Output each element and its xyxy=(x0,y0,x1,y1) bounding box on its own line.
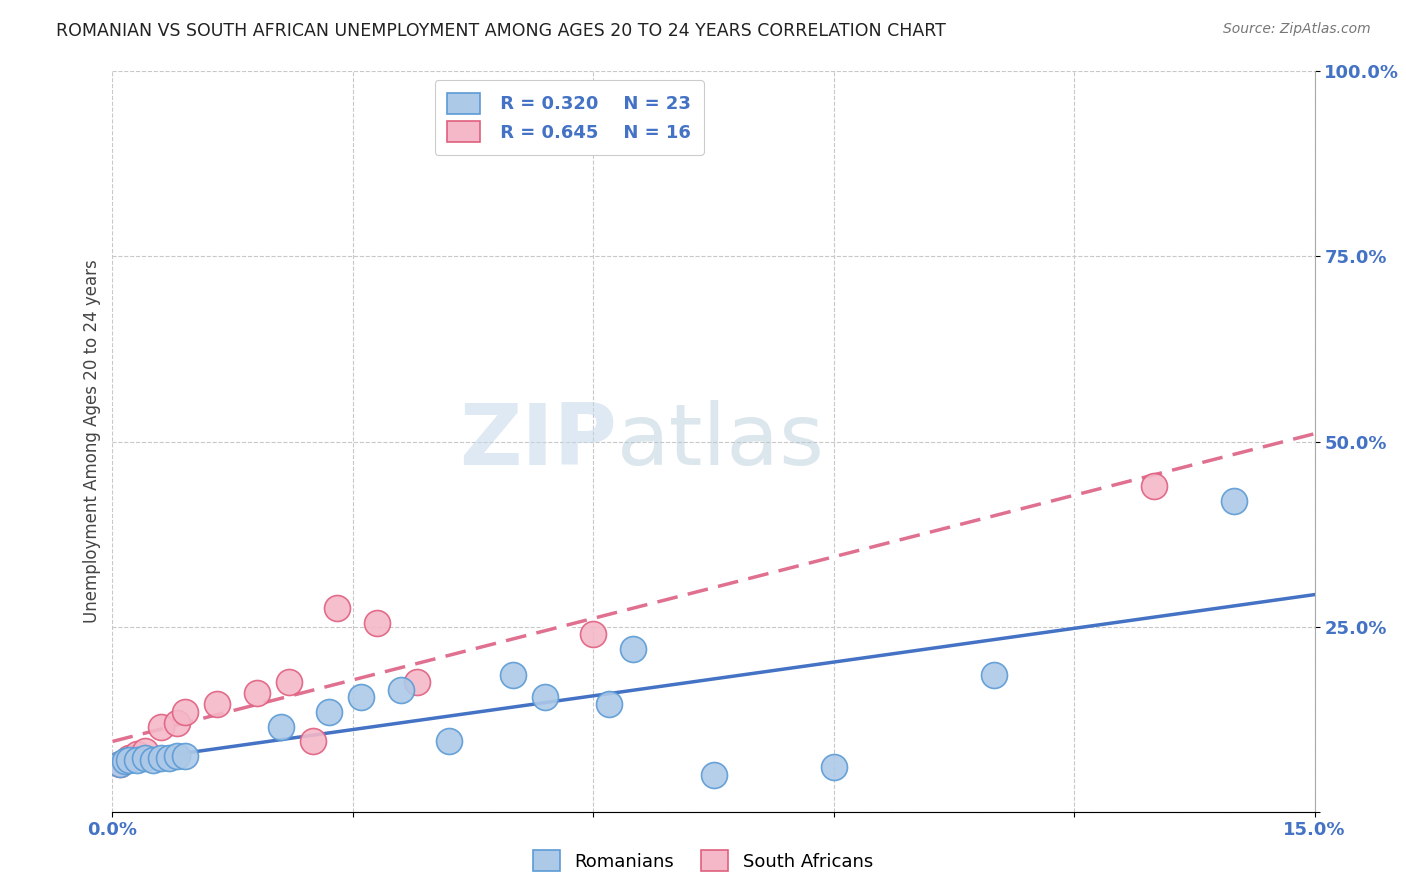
Point xyxy=(114,755,136,769)
Point xyxy=(350,690,373,704)
Point xyxy=(582,627,605,641)
Point xyxy=(270,720,292,734)
Point xyxy=(702,767,725,781)
Point xyxy=(125,747,148,761)
Point xyxy=(983,667,1005,681)
Point xyxy=(302,734,325,748)
Text: atlas: atlas xyxy=(617,400,825,483)
Point xyxy=(166,749,188,764)
Point xyxy=(621,641,644,656)
Point xyxy=(110,756,132,771)
Point xyxy=(173,705,195,719)
Point xyxy=(246,686,269,700)
Point xyxy=(437,734,460,748)
Point xyxy=(149,720,172,734)
Point xyxy=(117,753,139,767)
Point xyxy=(134,751,156,765)
Point xyxy=(277,675,299,690)
Point xyxy=(125,753,148,767)
Point xyxy=(366,615,388,630)
Point xyxy=(326,601,349,615)
Point xyxy=(598,698,620,712)
Point xyxy=(534,690,557,704)
Text: ZIP: ZIP xyxy=(460,400,617,483)
Point xyxy=(157,750,180,764)
Legend:  R = 0.320    N = 23,  R = 0.645    N = 16: R = 0.320 N = 23, R = 0.645 N = 16 xyxy=(434,80,704,154)
Point xyxy=(318,705,340,719)
Y-axis label: Unemployment Among Ages 20 to 24 years: Unemployment Among Ages 20 to 24 years xyxy=(83,260,101,624)
Point xyxy=(406,675,429,690)
Point xyxy=(389,682,412,697)
Point xyxy=(149,751,172,765)
Point xyxy=(166,715,188,730)
Legend: Romanians, South Africans: Romanians, South Africans xyxy=(526,843,880,879)
Point xyxy=(1223,493,1246,508)
Point xyxy=(205,698,228,712)
Text: Source: ZipAtlas.com: Source: ZipAtlas.com xyxy=(1223,22,1371,37)
Point xyxy=(117,751,139,765)
Point xyxy=(173,749,195,764)
Point xyxy=(141,753,163,767)
Point xyxy=(134,744,156,758)
Point xyxy=(502,667,524,681)
Point xyxy=(1143,479,1166,493)
Point xyxy=(823,760,845,774)
Text: ROMANIAN VS SOUTH AFRICAN UNEMPLOYMENT AMONG AGES 20 TO 24 YEARS CORRELATION CHA: ROMANIAN VS SOUTH AFRICAN UNEMPLOYMENT A… xyxy=(56,22,946,40)
Point xyxy=(110,756,132,771)
